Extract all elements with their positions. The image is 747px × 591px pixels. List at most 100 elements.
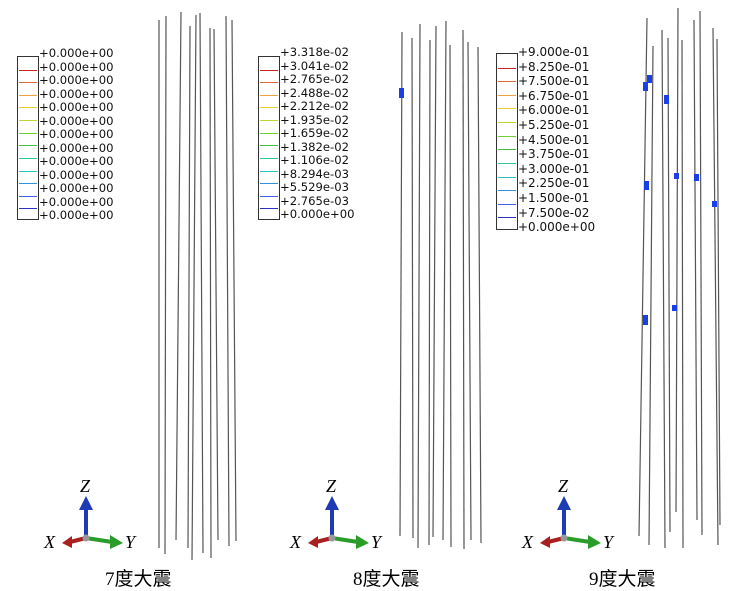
x-axis-arrowhead — [62, 536, 72, 548]
z-axis-label: Z — [326, 476, 337, 496]
panel-8-degree: +3.318e-02 +3.041e-02 +2.765e-02 +2.488e-02… — [250, 0, 490, 591]
plastic-hinge-marker — [399, 88, 404, 98]
legend-swatch — [260, 145, 278, 146]
legend-value: +1.382e-02 — [280, 139, 349, 154]
y-axis-arrowhead — [110, 535, 123, 549]
plastic-hinge-marker — [643, 82, 648, 91]
legend-value: +2.250e-01 — [518, 176, 590, 191]
legend-value: +5.250e-01 — [518, 117, 590, 132]
axis-triad-arrows — [62, 496, 123, 549]
legend-swatch — [19, 183, 37, 184]
legend-value: +5.529e-03 — [280, 180, 349, 194]
axis-origin — [82, 534, 90, 542]
z-axis-label: Z — [80, 476, 91, 496]
legend-swatch — [498, 122, 516, 123]
legend-swatch — [19, 158, 37, 159]
legend-swatch — [260, 158, 278, 159]
x-axis-label: X — [44, 532, 55, 552]
legend-swatch — [260, 171, 278, 172]
legend-swatch — [498, 95, 516, 96]
legend-values: +9.000e-01 +8.250e-01 +7.500e-01 +6.750e-01… — [518, 45, 595, 235]
legend-value: +0.000e+00 — [39, 59, 114, 74]
legend-swatch — [260, 183, 278, 184]
legend-swatch — [19, 171, 37, 172]
legend-value: +3.750e-01 — [518, 147, 590, 162]
caption-8-degree: 8度大震 — [353, 569, 420, 590]
legend-swatch — [19, 70, 37, 71]
legend-value: +9.000e-01 — [518, 45, 590, 59]
legend-swatch — [498, 190, 516, 191]
legend-swatch — [19, 145, 37, 146]
y-axis-label: Y — [371, 532, 382, 552]
z-axis-arrowhead — [325, 496, 339, 510]
plastic-hinge-marker — [664, 95, 669, 104]
y-axis-arrowhead — [356, 535, 369, 549]
legend-value: +2.212e-02 — [280, 99, 349, 113]
y-axis-label: Y — [603, 532, 614, 552]
z-axis-arrowhead — [79, 496, 93, 510]
legend-swatch — [498, 163, 516, 164]
legend-value: +3.041e-02 — [280, 58, 349, 73]
legend-swatch — [260, 133, 278, 134]
legend-value: +0.000e+00 — [39, 167, 114, 182]
z-axis-arrowhead — [557, 496, 571, 510]
y-axis-arrow — [563, 536, 591, 544]
legend-value: +0.000e+00 — [39, 208, 114, 222]
plastic-hinge-marker — [674, 173, 679, 179]
legend-value: +4.500e-01 — [518, 132, 590, 147]
legend-color-bar — [258, 56, 280, 220]
legend-swatch — [498, 81, 516, 82]
axis-origin — [328, 534, 336, 542]
legend-value: +0.000e+00 — [39, 86, 114, 101]
legend-value: +6.750e-01 — [518, 88, 590, 103]
legend-swatch — [19, 82, 37, 83]
legend-value: +1.935e-02 — [280, 112, 349, 127]
legend-swatch — [260, 82, 278, 83]
legend-swatch — [19, 107, 37, 108]
x-axis-arrowhead — [540, 536, 550, 548]
caption-7-degree: 7度大震 — [105, 569, 172, 590]
legend-value: +6.000e-01 — [518, 103, 590, 118]
legend-swatch — [498, 149, 516, 150]
legend-value: +2.488e-02 — [280, 85, 349, 100]
legend-swatch — [19, 196, 37, 197]
legend-swatch — [260, 120, 278, 121]
y-axis-arrowhead — [588, 535, 601, 549]
legend-swatch — [498, 136, 516, 137]
legend-swatch — [498, 177, 516, 178]
legend-swatch — [498, 204, 516, 205]
legend-swatch — [260, 208, 278, 209]
structure-wireframe — [158, 11, 237, 561]
axis-triad: Z X Y — [286, 472, 396, 552]
legend-swatch — [19, 208, 37, 209]
legend-value: +8.250e-01 — [518, 59, 590, 74]
caption-9-degree: 9度大震 — [589, 569, 656, 590]
legend-swatch — [260, 70, 278, 71]
plastic-hinge-marker — [672, 305, 677, 311]
legend-value: +7.500e-02 — [518, 205, 590, 220]
legend-values: +3.318e-02 +3.041e-02 +2.765e-02 +2.488e-02… — [280, 45, 355, 222]
legend-value: +1.659e-02 — [280, 126, 349, 140]
legend-color-bar — [496, 53, 518, 230]
legend-value: +0.000e+00 — [39, 194, 114, 209]
plastic-hinge-marker — [644, 181, 649, 190]
legend-swatch — [498, 68, 516, 69]
legend-swatch — [19, 120, 37, 121]
axis-triad: Z X Y — [518, 472, 628, 552]
legend-swatch — [260, 95, 278, 96]
y-axis-arrow — [331, 536, 359, 544]
legend-value: +0.000e+00 — [518, 220, 596, 235]
panel-7-degree: +0.000e+00 +0.000e+00 +0.000e+00 +0.000e+00… — [0, 0, 250, 591]
structure-wireframe — [638, 7, 721, 549]
legend-value: +1.500e-01 — [518, 190, 590, 205]
legend-value: +0.000e+00 — [39, 100, 114, 114]
axis-triad-arrows — [540, 496, 601, 549]
panel-9-degree: +9.000e-01 +8.250e-01 +7.500e-01 +6.750e-01… — [490, 0, 747, 591]
x-axis-label: X — [522, 532, 533, 552]
legend-value: +0.000e+00 — [39, 154, 114, 168]
legend-swatch — [19, 133, 37, 134]
legend-swatch — [260, 107, 278, 108]
legend-value: +3.318e-02 — [280, 45, 349, 59]
legend-swatch — [498, 217, 516, 218]
legend-swatch — [19, 95, 37, 96]
